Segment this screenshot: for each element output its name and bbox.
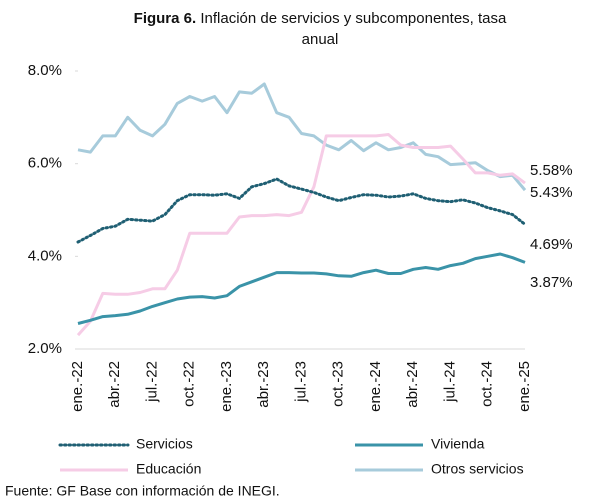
title-text: Inflación de servicios y subcomponentes,…	[200, 10, 507, 48]
y-tick-label: 8.0%	[28, 62, 62, 79]
value-label: 4.69%	[530, 236, 573, 253]
x-tick-label: jul.-22	[143, 361, 160, 403]
x-tick-label: ene.-25	[516, 361, 533, 412]
legend-label: Vivienda	[431, 436, 485, 452]
x-tick-label: abr.-23	[255, 361, 272, 408]
x-tick-label: ene.-23	[218, 361, 235, 412]
legend-label: Otros servicios	[431, 461, 524, 477]
y-tick-label: 6.0%	[28, 155, 62, 172]
x-tick-label: jul.-24	[441, 361, 458, 403]
y-tick-label: 2.0%	[28, 340, 62, 357]
series-line	[77, 82, 527, 192]
series-line	[76, 133, 526, 337]
legend-label: Servicios	[136, 436, 193, 452]
source-note: Fuente: GF Base con información de INEGI…	[5, 483, 280, 499]
legend-label: Educación	[136, 461, 201, 477]
chart-title: Figura 6. Inflación de servicios y subco…	[130, 8, 510, 50]
x-tick-label: jul.-23	[292, 361, 309, 403]
y-tick-label: 4.0%	[28, 247, 62, 264]
x-tick-label: oct.-23	[330, 361, 347, 407]
value-label: 5.43%	[530, 184, 573, 201]
x-tick-label: abr.-22	[106, 361, 123, 408]
series-line	[77, 252, 526, 325]
x-tick-label: abr.-24	[404, 361, 421, 408]
value-label: 5.58%	[530, 162, 573, 179]
value-label: 3.87%	[530, 274, 573, 291]
x-tick-label: ene.-22	[69, 361, 86, 412]
title-prefix: Figura 6.	[133, 10, 197, 27]
x-tick-label: oct.-24	[479, 361, 496, 407]
x-tick-label: oct.-22	[181, 361, 198, 407]
x-tick-label: ene.-24	[367, 361, 384, 412]
series-line	[76, 177, 527, 244]
